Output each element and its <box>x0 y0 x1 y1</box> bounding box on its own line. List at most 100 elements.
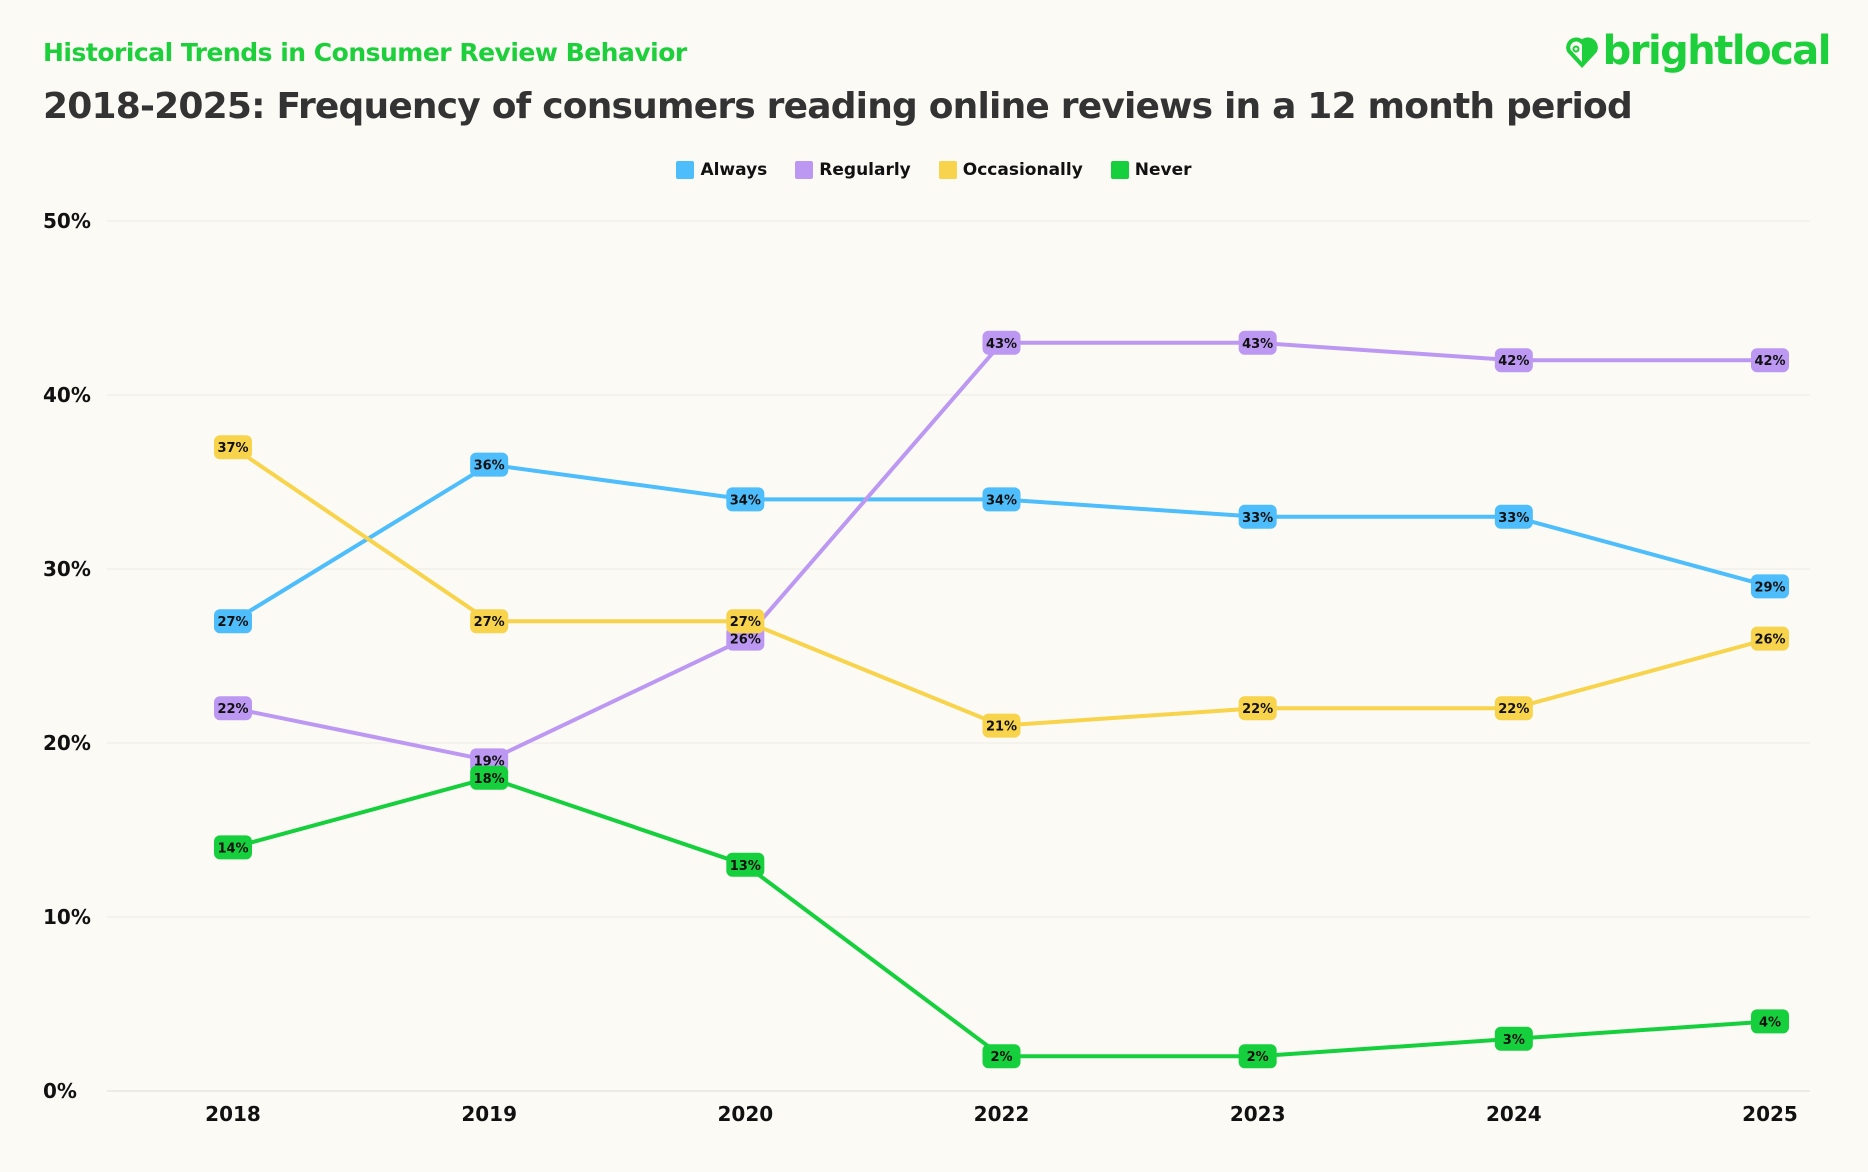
x-tick-label: 2018 <box>205 1102 261 1126</box>
data-point-marker <box>1751 574 1789 599</box>
data-label-regularly: 43% <box>1238 330 1277 355</box>
data-label-occasionally: 37% <box>214 435 252 460</box>
data-label-text: 34% <box>986 493 1017 508</box>
x-tick-label: 2023 <box>1230 1102 1286 1126</box>
legend-swatch <box>676 161 695 179</box>
data-point-marker <box>982 487 1021 512</box>
data-point-marker <box>214 435 252 460</box>
data-label-text: 33% <box>1242 511 1273 526</box>
data-label-text: 3% <box>1503 1033 1525 1048</box>
data-point-marker <box>982 1044 1021 1069</box>
x-tick-label: 2024 <box>1486 1102 1542 1126</box>
data-label-never: 2% <box>982 1044 1021 1069</box>
legend-label: Always <box>700 160 768 180</box>
data-label-text: 33% <box>1498 511 1529 526</box>
data-label-text: 36% <box>474 459 505 474</box>
data-label-occasionally: 26% <box>1751 626 1789 651</box>
chart-title: 2018-2025: Frequency of consumers readin… <box>43 86 1633 127</box>
data-label-always: 34% <box>982 487 1021 512</box>
series-line-regularly <box>232 340 1770 763</box>
y-tick-label: 20% <box>43 731 91 755</box>
data-point-marker <box>1751 1009 1789 1034</box>
data-label-text: 21% <box>986 720 1017 735</box>
data-point-marker <box>470 765 509 790</box>
data-point-marker <box>470 609 509 634</box>
data-label-text: 19% <box>474 754 505 769</box>
data-label-text: 43% <box>1242 337 1273 352</box>
data-point-marker <box>1238 330 1277 355</box>
data-point-marker <box>1238 696 1277 721</box>
data-label-always: 33% <box>1238 504 1277 529</box>
data-label-occasionally: 27% <box>726 609 765 634</box>
data-label-occasionally: 21% <box>982 713 1021 738</box>
data-label-text: 27% <box>217 615 248 630</box>
legend-label: Occasionally <box>962 160 1083 180</box>
data-label-always: 27% <box>214 609 252 634</box>
data-label-occasionally: 27% <box>470 609 509 634</box>
data-label-text: 18% <box>474 772 505 787</box>
data-label-never: 4% <box>1751 1009 1789 1034</box>
data-point-marker <box>1494 696 1533 721</box>
legend-item-occasionally[interactable]: Occasionally <box>938 160 1083 180</box>
heart-pin-icon <box>1565 37 1598 68</box>
data-label-always: 29% <box>1751 574 1789 599</box>
y-tick-label: 50% <box>43 209 91 233</box>
x-tick-label: 2019 <box>461 1102 517 1126</box>
data-point-marker <box>214 835 252 860</box>
data-label-text: 22% <box>1498 702 1529 717</box>
legend-item-regularly[interactable]: Regularly <box>795 160 911 180</box>
data-label-text: 14% <box>217 841 248 856</box>
data-label-never: 14% <box>214 835 252 860</box>
data-label-never: 3% <box>1494 1026 1533 1051</box>
data-label-text: 22% <box>1242 702 1273 717</box>
data-point-marker <box>726 609 765 634</box>
data-point-marker <box>214 696 252 721</box>
data-label-never: 18% <box>470 765 509 790</box>
y-tick-label: 0% <box>43 1079 77 1103</box>
data-point-marker <box>1751 348 1789 373</box>
legend-swatch <box>795 161 814 179</box>
logo-text: brightlocal <box>1602 28 1832 74</box>
data-label-text: 13% <box>730 859 761 874</box>
data-label-never: 2% <box>1238 1044 1277 1069</box>
brightlocal-logo: brightlocal <box>1565 28 1832 74</box>
y-tick-label: 10% <box>43 905 91 929</box>
data-label-text: 26% <box>1754 633 1785 648</box>
chart-kicker: Historical Trends in Consumer Review Beh… <box>43 38 687 67</box>
data-label-text: 2% <box>1247 1050 1269 1065</box>
data-label-occasionally: 22% <box>1238 696 1277 721</box>
data-label-regularly: 22% <box>214 696 252 721</box>
legend: Always Regularly Occasionally Never <box>0 160 1868 180</box>
data-point-marker <box>982 330 1021 355</box>
legend-label: Never <box>1134 160 1192 180</box>
data-point-marker <box>1238 1044 1277 1069</box>
legend-item-always[interactable]: Always <box>676 160 767 180</box>
data-label-text: 2% <box>990 1050 1012 1065</box>
data-point-marker <box>470 452 509 477</box>
x-tick-label: 2025 <box>1742 1102 1798 1126</box>
x-tick-label: 2022 <box>974 1102 1030 1126</box>
data-label-regularly: 42% <box>1751 348 1789 373</box>
data-label-occasionally: 22% <box>1494 696 1533 721</box>
data-label-text: 29% <box>1754 580 1785 595</box>
y-tick-label: 30% <box>43 557 91 581</box>
data-label-text: 34% <box>730 493 761 508</box>
data-label-regularly: 42% <box>1494 348 1533 373</box>
legend-item-never[interactable]: Never <box>1110 160 1192 180</box>
data-point-marker <box>1494 1026 1533 1051</box>
legend-swatch <box>938 161 957 179</box>
data-point-marker <box>214 609 252 634</box>
data-label-text: 27% <box>730 615 761 630</box>
data-label-regularly: 43% <box>982 330 1021 355</box>
data-label-text: 22% <box>217 702 248 717</box>
x-tick-label: 2020 <box>717 1102 773 1126</box>
data-label-always: 33% <box>1494 504 1533 529</box>
data-label-always: 34% <box>726 487 765 512</box>
data-label-text: 43% <box>986 337 1017 352</box>
data-label-text: 37% <box>217 441 248 456</box>
data-label-text: 27% <box>474 615 505 630</box>
data-label-never: 13% <box>726 852 765 877</box>
data-point-marker <box>726 852 765 877</box>
data-point-marker <box>726 487 765 512</box>
